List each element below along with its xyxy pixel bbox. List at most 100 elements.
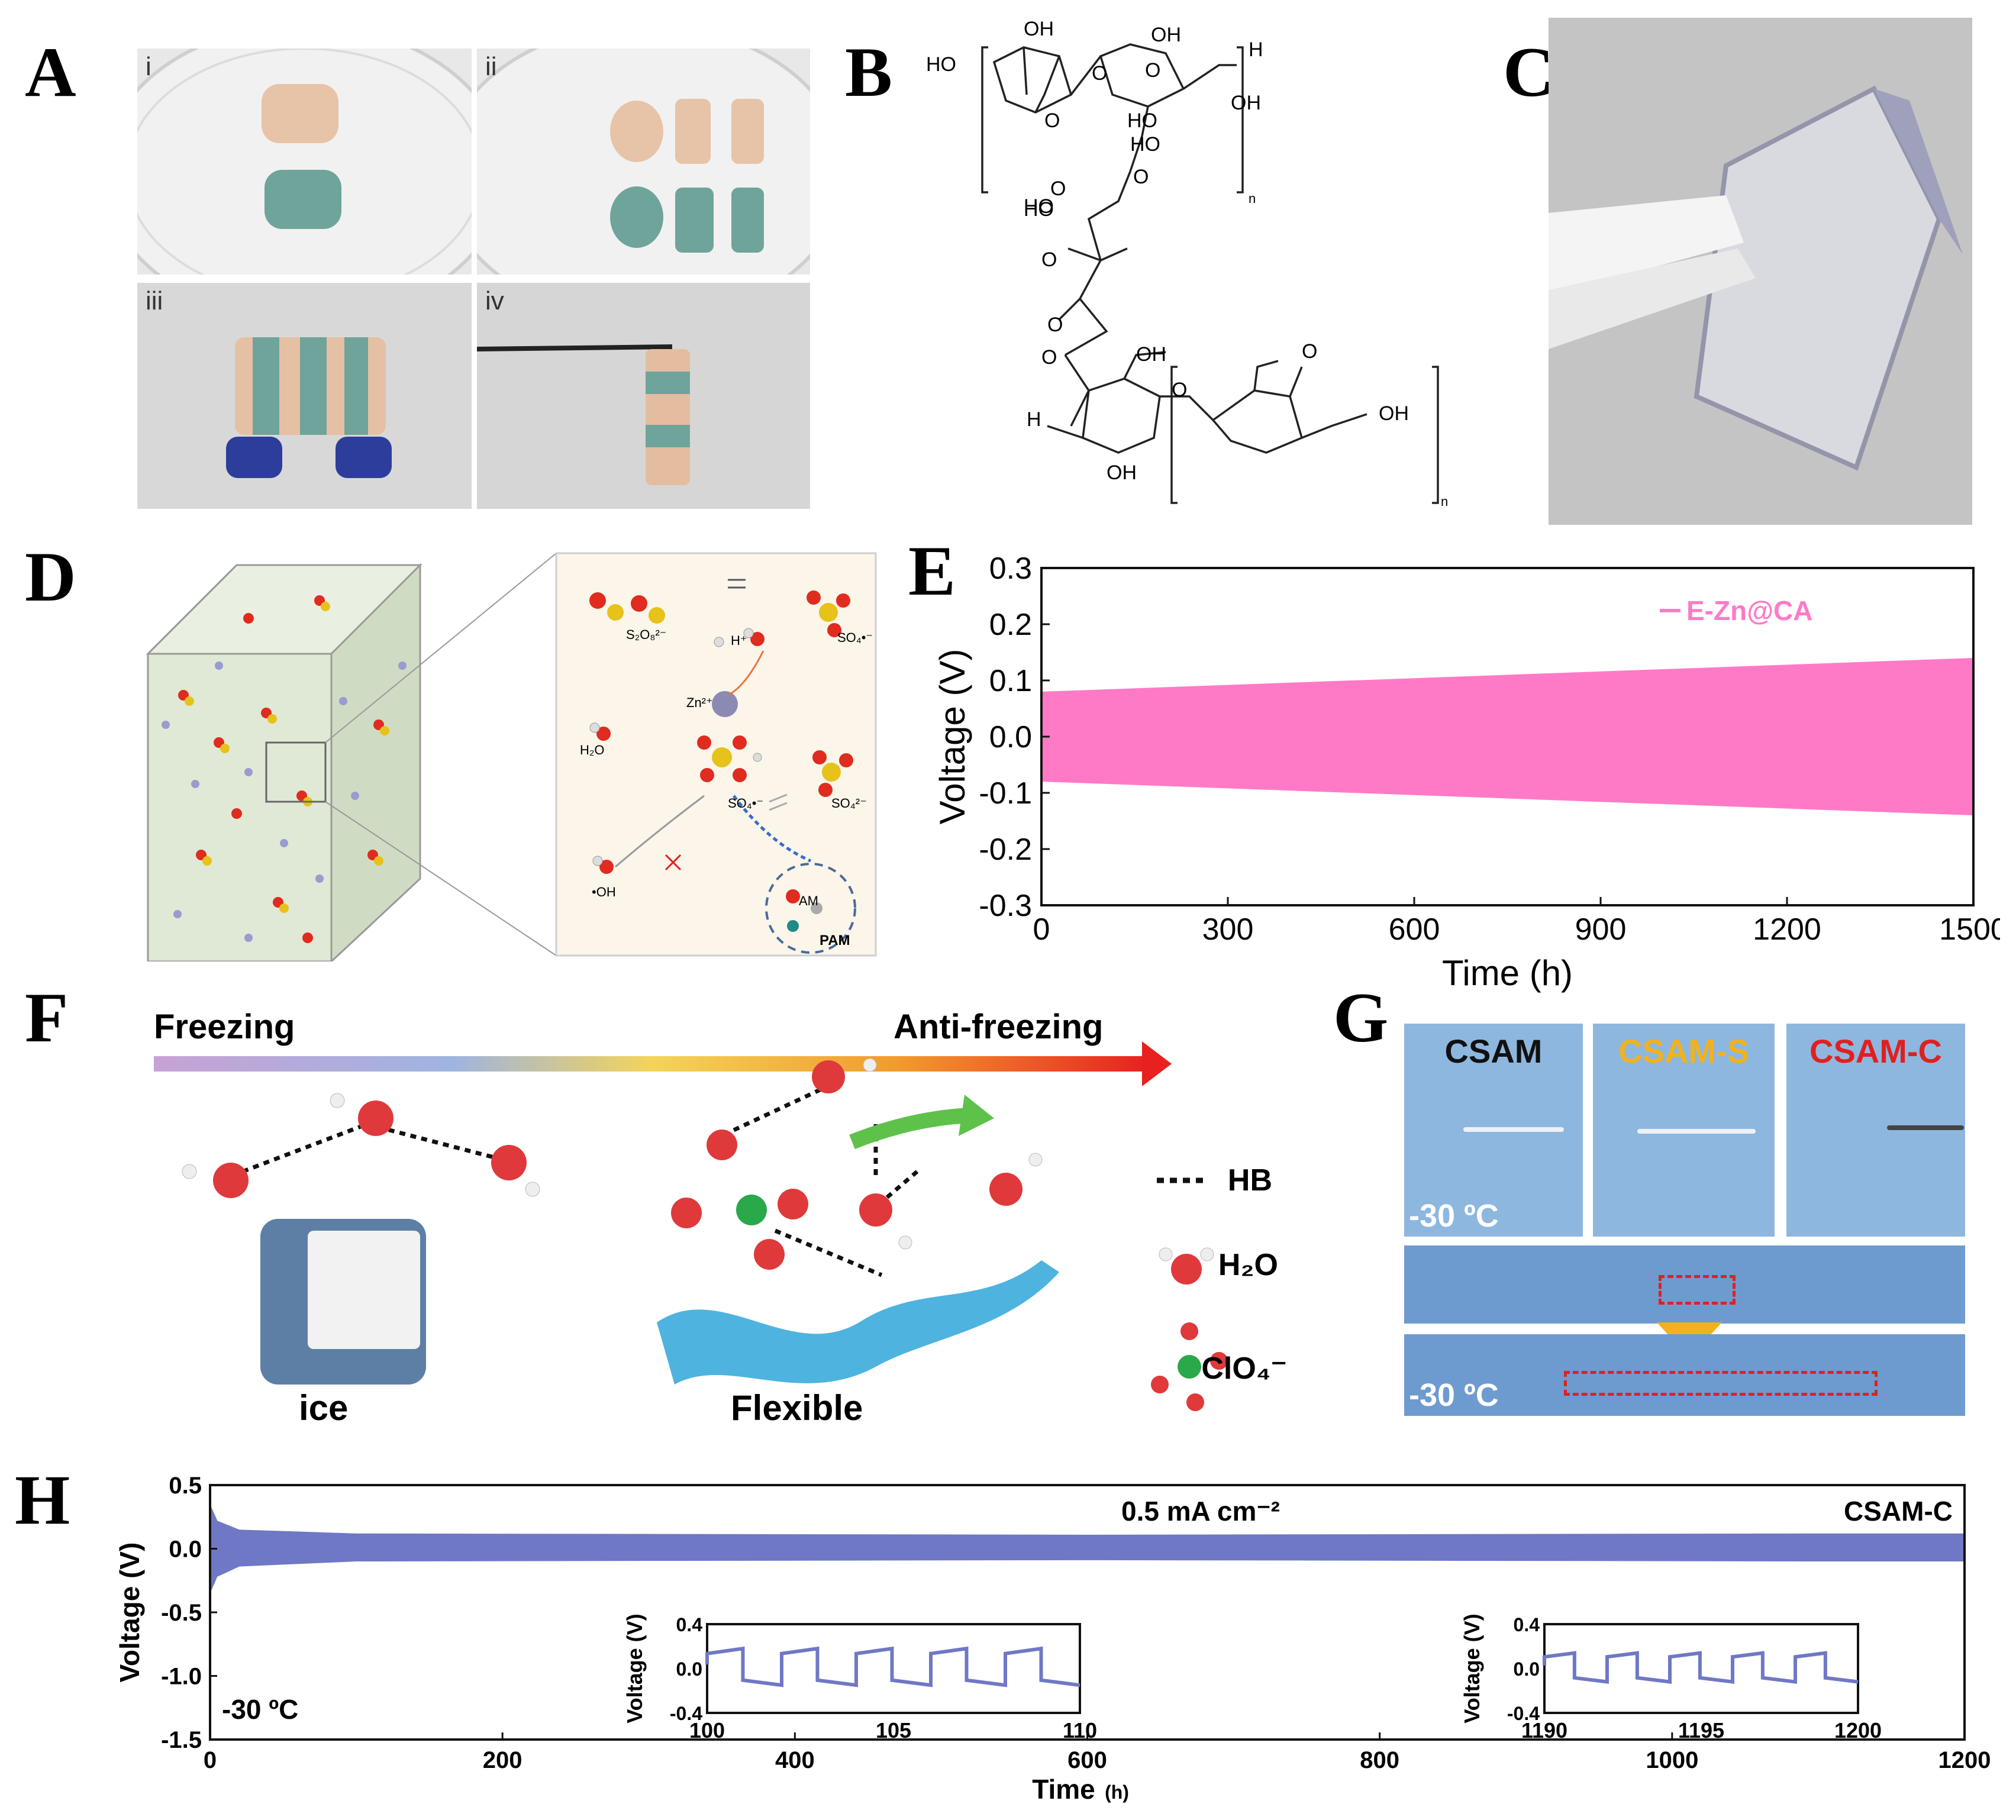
x-tick-label: 1200 (1753, 912, 1821, 947)
atom-label: O (1041, 249, 1057, 271)
y-tick-label: 0.0 (169, 1537, 202, 1563)
x-tick-label: 0 (204, 1747, 217, 1773)
x-axis-label: Time (h) (1442, 953, 1573, 993)
x-tick-label: 1500 (1939, 912, 2000, 947)
atom-label: HO (1024, 195, 1054, 218)
photo-c (1549, 18, 1972, 525)
species-label: Zn²⁺ (686, 695, 713, 710)
freezing-label: Freezing (154, 1008, 295, 1046)
atom-label: O (1172, 379, 1187, 401)
y-tick-label: 0.2 (989, 608, 1032, 642)
anti-freezing-label: Anti-freezing (894, 1008, 1103, 1046)
sample-label-csam-s: CSAM-S (1618, 1032, 1749, 1070)
atom-label: H (1027, 408, 1041, 431)
chemical-structure: HO OH OH H O O HO O HO OH O HO O O O HO … (926, 18, 1448, 509)
sublabel-iii: iii (146, 286, 163, 315)
temperature-label: -30 ºC (222, 1694, 298, 1725)
x-tick-label: 200 (483, 1747, 522, 1773)
species-label: H₂O (580, 743, 605, 757)
atom-label: O (1133, 166, 1149, 188)
atom-label: HO (1130, 133, 1160, 156)
species-label: SO₄•⁻ (837, 630, 873, 645)
photo-a-ii: ii (477, 49, 810, 275)
panel-label-h: H (15, 1460, 70, 1539)
photo-a-iv: iv (477, 283, 810, 509)
atom-label: O (1047, 314, 1063, 336)
atom-label: O (1041, 346, 1057, 369)
y-tick-label: -0.3 (979, 889, 1032, 923)
inset-x-tick-label: 100 (689, 1718, 725, 1742)
x-tick-label: 1200 (1938, 1747, 1991, 1773)
panel-label-f: F (25, 978, 69, 1057)
inset-voltage-trace (1543, 1651, 1859, 1684)
x-tick-label: 800 (1360, 1747, 1399, 1773)
inset-x-tick-label: 1190 (1521, 1718, 1567, 1742)
x-tick-label: 600 (1389, 912, 1440, 947)
sublabel-i: i (146, 52, 151, 81)
atom-label: H (1249, 38, 1263, 61)
dish-photo-graphic (477, 49, 810, 275)
y-tick-label: 0.3 (989, 551, 1032, 586)
atom-label: HO (1024, 198, 1054, 221)
y-axis-label: Voltage (V) (933, 649, 972, 825)
temp-label-2: -30 ºC (1409, 1377, 1499, 1413)
species-label: AM (799, 893, 818, 908)
atom-label: O (1050, 178, 1066, 200)
inset-x-tick-label: 110 (1063, 1718, 1097, 1742)
species-label: SO₄²⁻ (831, 796, 867, 811)
y-tick-label: -0.1 (979, 776, 1032, 811)
atom-label: n (1249, 191, 1256, 206)
chart-e: 0 300 600 900 1200 1500 -0.3 -0.2 -0.1 0.0 0.1 0.2 0… (933, 551, 2000, 993)
x-axis-unit: (h) (1105, 1782, 1129, 1803)
panel-label-e: E (908, 531, 956, 610)
panel-label-b: B (845, 33, 893, 111)
x-axis-label: Time (1032, 1774, 1095, 1805)
sample-label-csam-c: CSAM-C (1809, 1032, 1942, 1070)
atom-label: OH (1379, 402, 1409, 425)
panel-label-c: C (1503, 33, 1554, 111)
species-label: S₂O₈²⁻ (626, 627, 666, 642)
inset-y-axis-label: Voltage (V) (1460, 1614, 1484, 1723)
y-tick-label: 0.1 (989, 664, 1032, 698)
series-tag: CSAM-C (1844, 1496, 1953, 1527)
inset-y-tick-label: 0.4 (1514, 1614, 1540, 1635)
current-density-label: 0.5 mA cm⁻² (1121, 1496, 1280, 1527)
inset-y-tick-label: -0.4 (670, 1703, 702, 1724)
inset-x-tick-label: 105 (876, 1718, 911, 1742)
atom-label: O (1092, 62, 1107, 85)
x-tick-label: 0 (1033, 912, 1050, 947)
antifreeze-schematic: Freezing Anti-freezing ice Flexible HB H… (154, 1008, 1287, 1428)
atom-label: OH (1136, 343, 1166, 366)
transparent-film-graphic (1549, 18, 1972, 525)
atom-label: HO (926, 53, 956, 76)
inset-y-tick-label: -0.4 (1507, 1703, 1540, 1724)
x-tick-label: 300 (1202, 912, 1254, 947)
temp-label-1: -30 ºC (1409, 1198, 1499, 1234)
x-tick-label: 600 (1067, 1747, 1107, 1773)
photo-g-stretch-before (1404, 1245, 1965, 1324)
panel-label-a: A (25, 33, 76, 111)
atom-label: OH (1107, 462, 1137, 484)
inset-y-axis-label: Voltage (V) (622, 1614, 647, 1723)
atom-label: OH (1024, 18, 1054, 40)
atom-label: HO (1127, 109, 1157, 132)
inset-x-tick-label: 1195 (1678, 1718, 1724, 1742)
inset-voltage-trace (705, 1646, 1080, 1687)
ice-label: ice (299, 1388, 348, 1428)
y-tick-label: -1.5 (161, 1727, 202, 1753)
x-tick-label: 1000 (1646, 1747, 1698, 1773)
stretch-photo-graphic (137, 283, 472, 509)
flexible-label: Flexible (731, 1388, 863, 1428)
photo-g-csam-c: CSAM-C (1786, 1024, 1965, 1237)
photo-a-iii: iii (137, 283, 472, 509)
photo-a-i: i (137, 49, 472, 275)
atom-label: O (1302, 340, 1317, 363)
species-label: •OH (592, 885, 616, 899)
inset-y-tick-label: 0.4 (676, 1614, 703, 1635)
photo-g-csam-s: CSAM-S (1593, 1024, 1775, 1237)
photo-g-csam: CSAM -30 ºC (1404, 1024, 1583, 1237)
y-axis-label: Voltage (V) (114, 1543, 145, 1683)
x-tick-label: 900 (1575, 912, 1627, 947)
y-tick-label: 0.5 (169, 1473, 202, 1499)
photo-g-stretch-after: -30 ºC (1404, 1334, 1965, 1416)
